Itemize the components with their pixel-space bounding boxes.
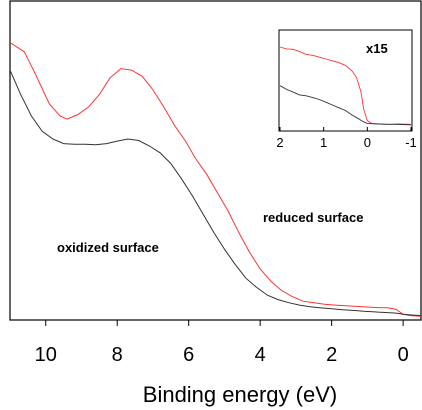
inset-x-tick-label: 1 [320,135,327,150]
main-x-tick-label: 8 [112,344,123,366]
inset-x-tick-label: -1 [405,135,417,150]
main-x-tick-label: 6 [183,344,194,366]
inset-oxidized-line [279,85,412,126]
main-x-tick-label: 10 [35,344,57,366]
main-reduced-line [9,42,422,317]
main-x-tick-label: 0 [398,344,409,366]
reduced-surface-label: reduced surface [263,210,363,225]
x-axis-title: Binding energy (eV) [143,382,337,407]
inset-plot-frame [278,29,413,132]
main-x-tick-label: 2 [326,344,337,366]
main-oxidized-line [9,69,422,317]
main-series-group [9,42,422,317]
main-x-ticks: 10 8 6 4 2 0 [35,320,409,366]
inset-x-tick-label: 2 [276,135,283,150]
inset-scale-label: x15 [366,41,388,56]
main-plot-frame [9,0,422,321]
oxidized-surface-label: oxidized surface [57,240,159,255]
inset-x-ticks: 2 1 0 -1 [276,127,417,150]
inset-x-tick-label: 0 [364,135,371,150]
main-x-tick-label: 4 [255,344,266,366]
inset-series-group [279,46,412,126]
